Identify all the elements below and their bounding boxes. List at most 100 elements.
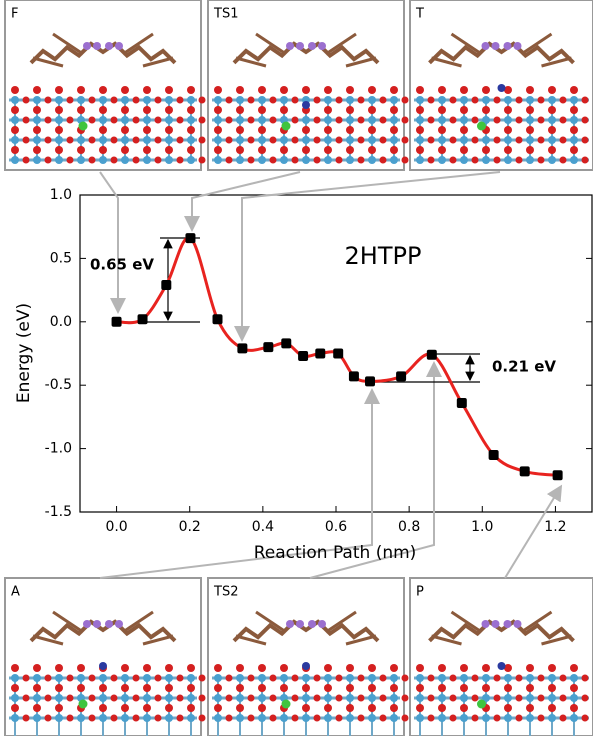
atom bbox=[22, 156, 30, 164]
atom bbox=[280, 146, 288, 154]
atom bbox=[346, 136, 354, 144]
atom bbox=[214, 136, 222, 144]
atom bbox=[143, 136, 151, 144]
atom bbox=[537, 156, 545, 164]
atom bbox=[143, 694, 151, 702]
atom bbox=[368, 714, 376, 722]
atom bbox=[302, 101, 310, 109]
atom bbox=[324, 664, 332, 672]
arrow bbox=[309, 361, 442, 579]
atom bbox=[379, 694, 387, 702]
data-point bbox=[137, 314, 148, 325]
atom bbox=[526, 86, 534, 94]
atom bbox=[143, 126, 151, 134]
atom bbox=[165, 126, 173, 134]
atom bbox=[390, 136, 398, 144]
atom bbox=[427, 116, 435, 124]
atom bbox=[143, 714, 151, 722]
atom bbox=[438, 106, 446, 114]
atom bbox=[438, 126, 446, 134]
atom bbox=[187, 126, 195, 134]
atom bbox=[482, 674, 490, 682]
atom bbox=[570, 86, 578, 94]
atom bbox=[154, 714, 162, 722]
atom bbox=[258, 674, 266, 682]
structure-panels: F TS1 T A TS2 P bbox=[4, 0, 593, 738]
atom bbox=[559, 674, 567, 682]
atom bbox=[460, 714, 468, 722]
atom bbox=[346, 146, 354, 154]
x-tick-label: 0.0 bbox=[105, 519, 127, 535]
atom bbox=[379, 96, 387, 104]
atom bbox=[416, 664, 424, 672]
atom bbox=[22, 136, 30, 144]
atom bbox=[548, 704, 556, 712]
atom bbox=[55, 674, 63, 682]
atom bbox=[548, 714, 556, 722]
atom bbox=[286, 42, 294, 50]
annotation: 0.21 eV bbox=[492, 358, 556, 376]
atom bbox=[390, 126, 398, 134]
atom bbox=[247, 136, 255, 144]
atom bbox=[559, 116, 567, 124]
atom bbox=[77, 106, 85, 114]
atom bbox=[438, 86, 446, 94]
atom bbox=[77, 156, 85, 164]
x-tick-label: 0.2 bbox=[179, 519, 201, 535]
atom bbox=[401, 694, 409, 702]
atom bbox=[379, 116, 387, 124]
panel: TS1 bbox=[207, 0, 409, 171]
atom bbox=[526, 126, 534, 134]
atom bbox=[335, 156, 343, 164]
molecule bbox=[232, 41, 380, 65]
atom bbox=[214, 674, 222, 682]
atom bbox=[291, 156, 299, 164]
atom bbox=[379, 136, 387, 144]
atom bbox=[357, 136, 365, 144]
atom bbox=[33, 694, 41, 702]
molecule bbox=[32, 610, 174, 646]
atom bbox=[11, 116, 19, 124]
atom bbox=[570, 156, 578, 164]
atom bbox=[346, 126, 354, 134]
data-point bbox=[333, 348, 344, 359]
atom bbox=[427, 136, 435, 144]
atom bbox=[187, 684, 195, 692]
atom bbox=[55, 146, 63, 154]
atom bbox=[346, 664, 354, 672]
atom bbox=[504, 684, 512, 692]
atom bbox=[346, 704, 354, 712]
atom bbox=[78, 121, 88, 131]
atom bbox=[416, 116, 424, 124]
atom bbox=[477, 699, 486, 709]
atom bbox=[324, 116, 332, 124]
atom bbox=[154, 674, 162, 682]
atom bbox=[390, 96, 398, 104]
atom bbox=[66, 96, 74, 104]
atom bbox=[438, 146, 446, 154]
atom bbox=[55, 86, 63, 94]
atom bbox=[11, 136, 19, 144]
atom bbox=[88, 714, 96, 722]
atom bbox=[187, 704, 195, 712]
x-tick-label: 0.6 bbox=[325, 519, 347, 535]
atom bbox=[570, 664, 578, 672]
molecule bbox=[232, 619, 380, 643]
atom bbox=[258, 694, 266, 702]
atom bbox=[471, 714, 479, 722]
atom bbox=[313, 156, 321, 164]
atom bbox=[570, 106, 578, 114]
atom bbox=[477, 121, 486, 131]
data-point bbox=[519, 466, 530, 477]
atom bbox=[537, 116, 545, 124]
atom bbox=[11, 96, 19, 104]
atom bbox=[504, 674, 512, 682]
atom bbox=[165, 694, 173, 702]
atom bbox=[247, 116, 255, 124]
atom bbox=[258, 704, 266, 712]
atom bbox=[390, 156, 398, 164]
atom bbox=[187, 674, 195, 682]
atom bbox=[368, 116, 376, 124]
x-tick-label: 0.8 bbox=[398, 519, 420, 535]
